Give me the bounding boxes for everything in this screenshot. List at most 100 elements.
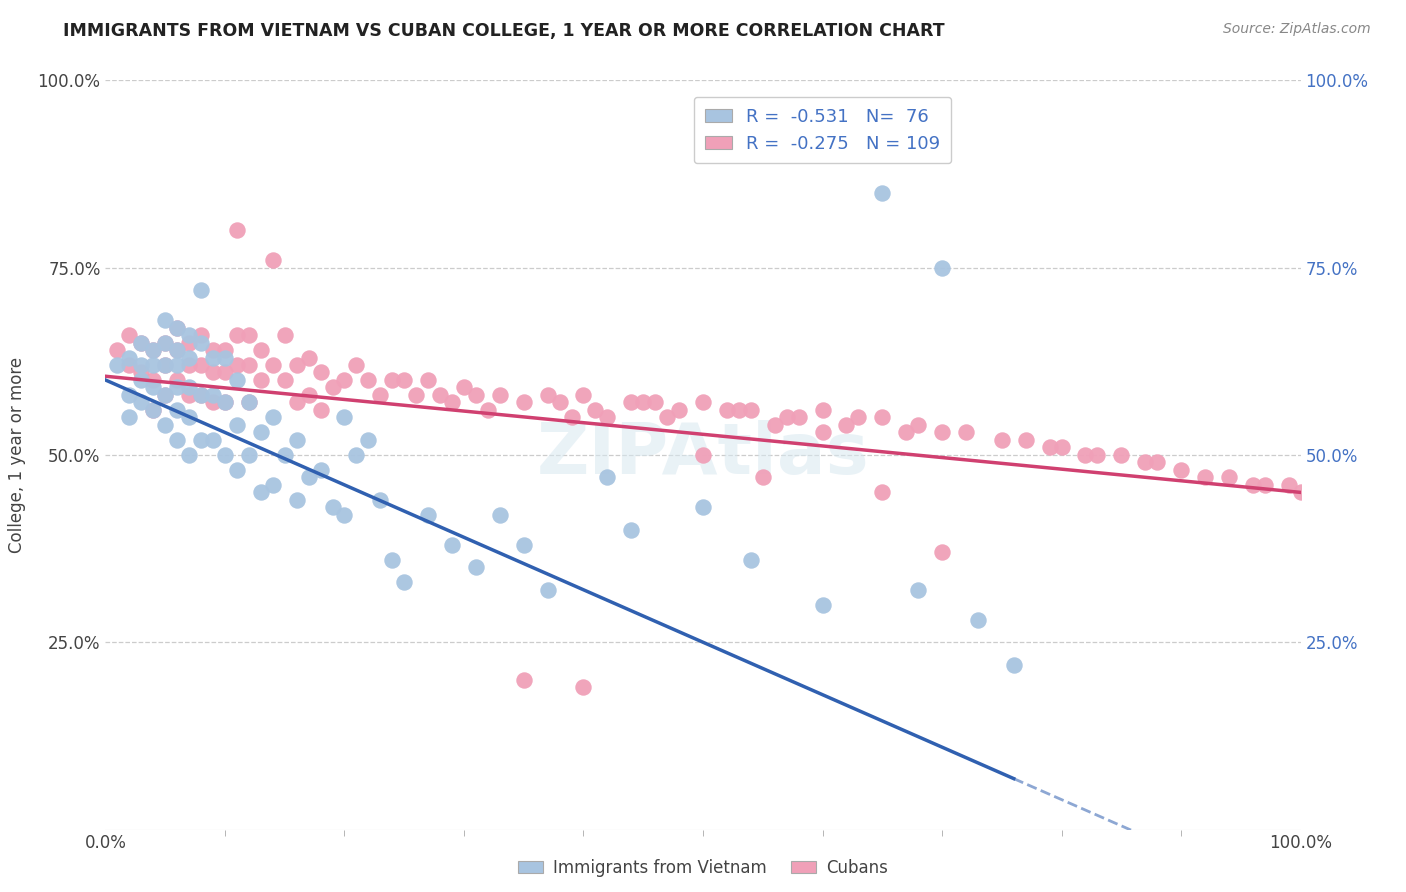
Point xyxy=(1111,448,1133,462)
Point xyxy=(309,403,332,417)
Point xyxy=(225,417,249,432)
Point xyxy=(129,373,153,387)
Point xyxy=(1074,448,1097,462)
Point xyxy=(202,433,225,447)
Point xyxy=(142,358,165,372)
Point xyxy=(418,373,440,387)
Point xyxy=(1218,470,1240,484)
Point xyxy=(273,328,295,343)
Point xyxy=(153,417,177,432)
Point xyxy=(1254,478,1277,492)
Point xyxy=(596,470,619,484)
Point xyxy=(177,335,201,350)
Point xyxy=(429,388,451,402)
Point xyxy=(166,343,188,357)
Point xyxy=(513,538,536,552)
Point xyxy=(1014,433,1036,447)
Point xyxy=(1289,485,1312,500)
Point xyxy=(321,500,344,515)
Point xyxy=(644,395,666,409)
Point xyxy=(166,403,188,417)
Point xyxy=(285,492,308,507)
Legend: R =  -0.531   N=  76, R =  -0.275   N = 109: R = -0.531 N= 76, R = -0.275 N = 109 xyxy=(693,97,952,163)
Point xyxy=(225,463,249,477)
Point xyxy=(118,351,141,365)
Point xyxy=(142,343,165,357)
Point xyxy=(440,395,463,409)
Point xyxy=(357,433,380,447)
Point xyxy=(763,417,786,432)
Point xyxy=(381,553,404,567)
Point xyxy=(357,373,380,387)
Point xyxy=(333,373,356,387)
Point xyxy=(1194,470,1216,484)
Point xyxy=(129,335,153,350)
Point xyxy=(548,395,571,409)
Point xyxy=(225,358,249,372)
Point xyxy=(262,253,284,268)
Point xyxy=(285,433,308,447)
Text: Source: ZipAtlas.com: Source: ZipAtlas.com xyxy=(1223,22,1371,37)
Point xyxy=(142,403,165,417)
Point xyxy=(585,403,607,417)
Point xyxy=(202,351,225,365)
Text: IMMIGRANTS FROM VIETNAM VS CUBAN COLLEGE, 1 YEAR OR MORE CORRELATION CHART: IMMIGRANTS FROM VIETNAM VS CUBAN COLLEGE… xyxy=(63,22,945,40)
Point xyxy=(418,508,440,522)
Point xyxy=(572,388,595,402)
Point xyxy=(392,575,416,590)
Point xyxy=(536,388,558,402)
Point xyxy=(129,395,153,409)
Point xyxy=(464,560,488,574)
Point xyxy=(931,260,953,275)
Point xyxy=(166,433,188,447)
Point xyxy=(166,320,188,334)
Point xyxy=(107,358,129,372)
Point xyxy=(728,403,751,417)
Point xyxy=(536,582,558,597)
Point xyxy=(250,343,273,357)
Point xyxy=(931,425,953,440)
Point xyxy=(238,328,260,343)
Point xyxy=(190,283,212,297)
Point xyxy=(225,373,249,387)
Point xyxy=(346,448,368,462)
Point xyxy=(560,410,583,425)
Point xyxy=(153,388,177,402)
Point xyxy=(776,410,799,425)
Point xyxy=(166,358,188,372)
Point xyxy=(298,351,321,365)
Point xyxy=(1241,478,1264,492)
Point xyxy=(142,343,165,357)
Point xyxy=(346,358,368,372)
Point xyxy=(787,410,810,425)
Point xyxy=(262,478,284,492)
Point xyxy=(572,680,595,694)
Point xyxy=(142,373,165,387)
Point xyxy=(955,425,977,440)
Point xyxy=(262,410,284,425)
Point xyxy=(238,395,260,409)
Point xyxy=(153,388,177,402)
Point xyxy=(872,186,894,200)
Point xyxy=(453,380,475,394)
Point xyxy=(214,366,236,380)
Point xyxy=(118,328,141,343)
Point xyxy=(740,553,762,567)
Point xyxy=(214,448,236,462)
Point xyxy=(202,366,225,380)
Point xyxy=(190,388,212,402)
Point xyxy=(118,388,141,402)
Point xyxy=(1146,455,1168,469)
Point xyxy=(238,358,260,372)
Point xyxy=(250,373,273,387)
Text: ZIPAtlas: ZIPAtlas xyxy=(537,420,869,490)
Point xyxy=(118,410,141,425)
Point xyxy=(872,485,894,500)
Point xyxy=(368,492,391,507)
Legend: Immigrants from Vietnam, Cubans: Immigrants from Vietnam, Cubans xyxy=(510,853,896,884)
Point xyxy=(596,410,619,425)
Point xyxy=(153,335,177,350)
Point xyxy=(740,403,762,417)
Point xyxy=(273,373,295,387)
Point xyxy=(872,410,894,425)
